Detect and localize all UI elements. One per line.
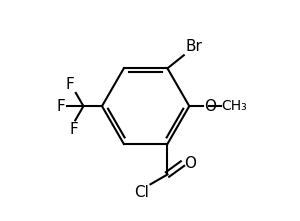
Text: F: F (65, 77, 74, 92)
Text: CH₃: CH₃ (221, 99, 247, 113)
Text: F: F (57, 99, 65, 114)
Text: O: O (204, 99, 216, 114)
Text: O: O (184, 156, 196, 171)
Text: Cl: Cl (134, 185, 149, 200)
Text: F: F (70, 122, 79, 137)
Text: Br: Br (186, 39, 202, 54)
